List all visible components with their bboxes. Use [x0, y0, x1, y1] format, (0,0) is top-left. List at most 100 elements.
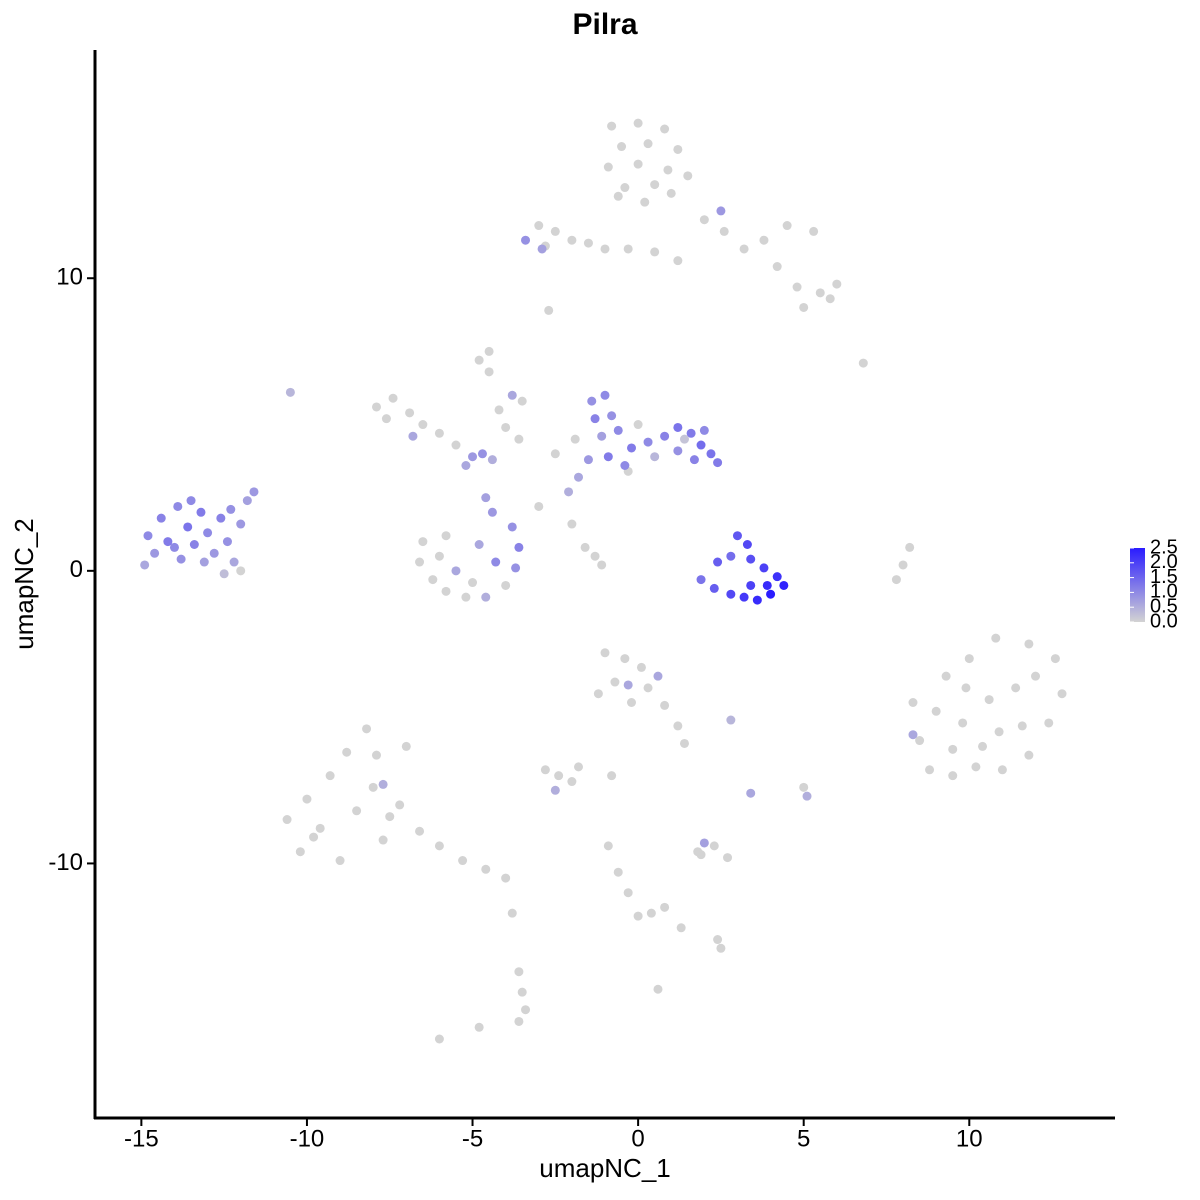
point — [517, 396, 527, 406]
point — [199, 557, 209, 567]
point — [726, 715, 736, 725]
point — [673, 144, 683, 154]
point — [408, 431, 418, 441]
point — [891, 575, 901, 585]
point — [203, 528, 213, 538]
point — [554, 771, 564, 781]
point — [574, 762, 584, 772]
point — [759, 235, 769, 245]
point — [683, 171, 693, 181]
point — [607, 121, 617, 131]
point — [501, 873, 511, 883]
point — [679, 434, 689, 444]
point — [633, 159, 643, 169]
point — [696, 575, 706, 585]
point — [209, 548, 219, 558]
point — [481, 493, 491, 503]
point — [991, 633, 1001, 643]
point — [219, 569, 229, 579]
point — [451, 440, 461, 450]
point — [686, 428, 696, 438]
point — [948, 744, 958, 754]
point — [971, 762, 981, 772]
point — [458, 856, 468, 866]
point — [428, 575, 438, 585]
point — [746, 554, 756, 564]
point — [620, 183, 630, 193]
point — [378, 835, 388, 845]
point — [782, 221, 792, 231]
point — [521, 235, 531, 245]
x-axis-label: umapNC_1 — [539, 1153, 671, 1183]
point — [583, 455, 593, 465]
point — [646, 908, 656, 918]
point — [415, 557, 425, 567]
point — [709, 583, 719, 593]
point — [653, 984, 663, 994]
point — [481, 592, 491, 602]
point — [434, 841, 444, 851]
points — [140, 118, 1067, 1044]
point — [723, 853, 733, 863]
point — [451, 566, 461, 576]
point — [474, 355, 484, 365]
point — [931, 706, 941, 716]
y-tick-label: 10 — [56, 264, 83, 291]
point — [623, 888, 633, 898]
point — [603, 841, 613, 851]
point — [650, 180, 660, 190]
point — [964, 654, 974, 664]
point — [640, 197, 650, 207]
point — [173, 501, 183, 511]
point — [994, 727, 1004, 737]
point — [689, 455, 699, 465]
point — [487, 507, 497, 517]
point — [746, 580, 756, 590]
point — [140, 560, 150, 570]
point — [189, 539, 199, 549]
point — [607, 411, 617, 421]
point — [1011, 683, 1021, 693]
point — [653, 671, 663, 681]
point — [567, 519, 577, 529]
point — [487, 455, 497, 465]
point — [570, 434, 580, 444]
point — [726, 589, 736, 599]
point — [385, 812, 395, 822]
point — [150, 548, 160, 558]
point — [825, 294, 835, 304]
point — [163, 537, 173, 547]
point — [948, 771, 958, 781]
point — [636, 662, 646, 672]
colorbar-tick-label: 0.0 — [1150, 610, 1178, 632]
point — [898, 560, 908, 570]
point — [434, 428, 444, 438]
point — [984, 695, 994, 705]
point — [915, 736, 925, 746]
point — [610, 677, 620, 687]
point — [315, 823, 325, 833]
point — [434, 551, 444, 561]
point — [742, 539, 752, 549]
point — [643, 683, 653, 693]
point — [418, 420, 428, 430]
colorbar-tick-label: 2.5 — [1150, 536, 1178, 558]
point — [1031, 671, 1041, 681]
point — [583, 238, 593, 248]
point — [540, 765, 550, 775]
point — [461, 592, 471, 602]
point — [696, 850, 706, 860]
point — [666, 188, 676, 198]
point — [295, 847, 305, 857]
point — [809, 226, 819, 236]
point — [550, 226, 560, 236]
point — [613, 191, 623, 201]
point — [597, 431, 607, 441]
point — [514, 967, 524, 977]
point — [792, 282, 802, 292]
point — [716, 943, 726, 953]
point — [381, 414, 391, 424]
point — [236, 566, 246, 576]
